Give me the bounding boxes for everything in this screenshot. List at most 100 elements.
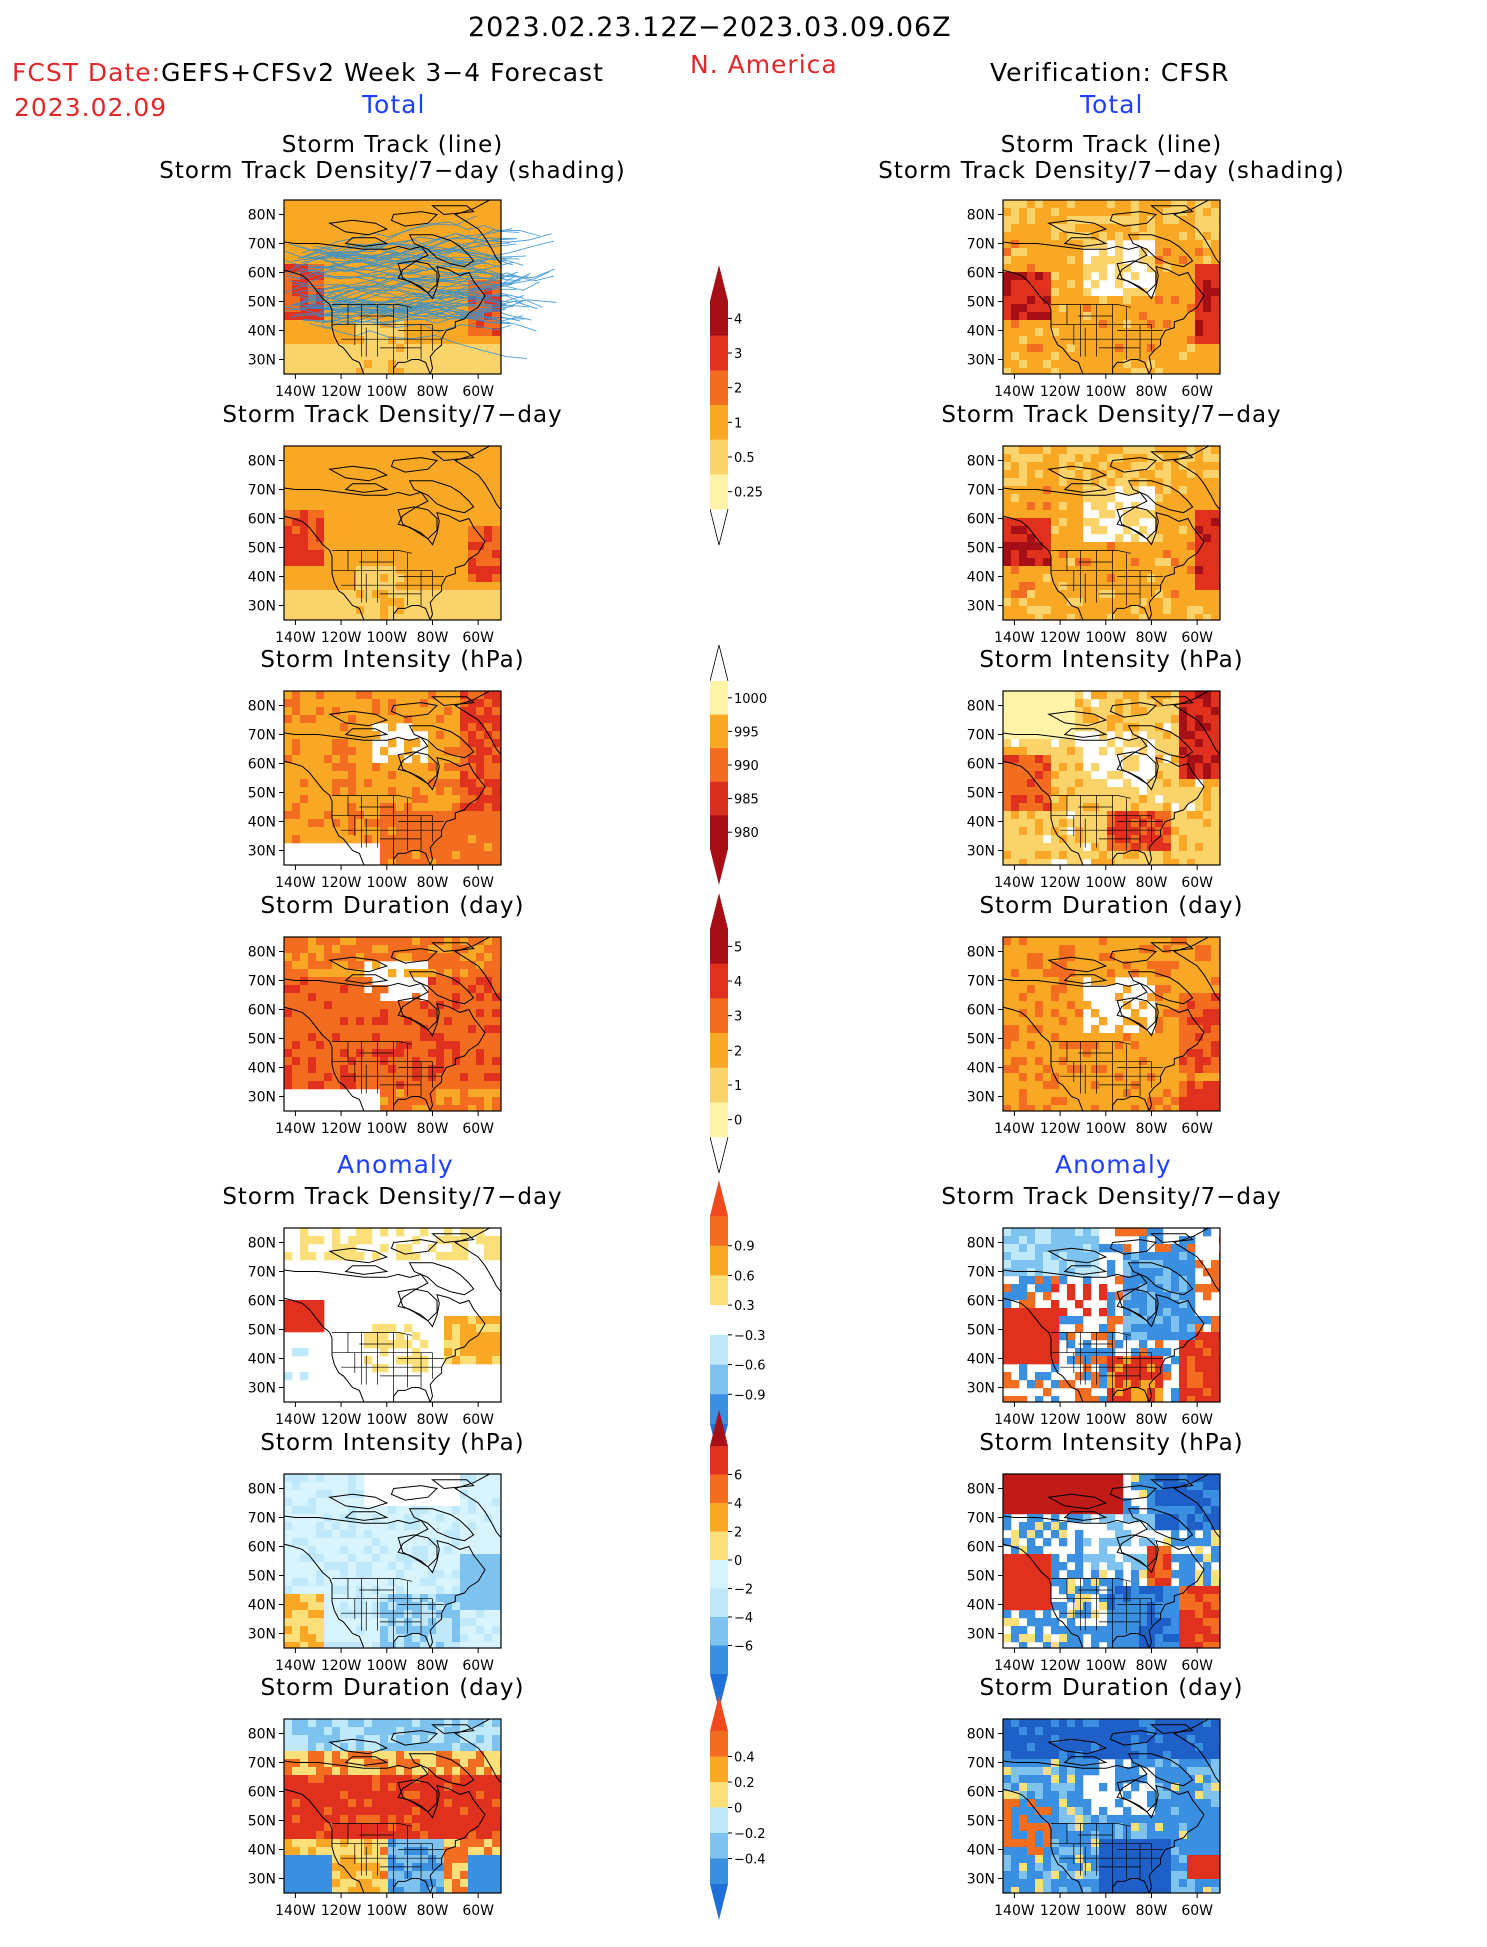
lat-tick-label: 60N	[248, 1540, 276, 1556]
lat-tick-label: 50N	[248, 1569, 276, 1585]
lat-tick-label: 50N	[248, 786, 276, 802]
colorbar-label: 0.2	[734, 1776, 755, 1791]
colorbar-segment	[710, 1102, 728, 1137]
colorbar-segment	[710, 964, 728, 999]
fcst-label: FCST Date:	[12, 58, 161, 87]
date-range-title: 2023.02.23.12Z−2023.03.09.06Z	[468, 14, 952, 41]
lat-tick-label: 70N	[248, 237, 276, 253]
colorbar-label: −4	[734, 1611, 753, 1626]
lat-tick-label: 80N	[967, 208, 995, 224]
lat-tick-label: 50N	[967, 1569, 995, 1585]
lat-tick-label: 60N	[967, 266, 995, 282]
colorbar-top-arrow	[710, 265, 728, 301]
lat-tick-label: 30N	[967, 844, 995, 860]
colorbar-label: −0.2	[734, 1827, 766, 1842]
lon-tick-label: 60W	[462, 1121, 494, 1137]
lat-tick-label: 70N	[967, 1511, 995, 1527]
colorbar-segment	[710, 1068, 728, 1103]
colorbar-segment	[710, 815, 728, 849]
lat-tick-label: 70N	[248, 728, 276, 744]
lat-tick-label: 50N	[248, 295, 276, 311]
lon-tick-label: 140W	[994, 1903, 1035, 1919]
colorbar-bottom-arrow	[710, 1884, 728, 1920]
colorbar-segment	[710, 1033, 728, 1068]
lat-tick-label: 40N	[967, 1061, 995, 1077]
lat-tick-label: 70N	[248, 1265, 276, 1281]
lat-tick-label: 30N	[248, 353, 276, 369]
colorbar-label: 0.6	[734, 1269, 755, 1284]
panel-title: Storm Intensity (hPa)	[113, 1432, 673, 1455]
colorbar-label: 985	[734, 793, 759, 808]
lat-tick-label: 70N	[967, 483, 995, 499]
colorbar-segment	[710, 1365, 728, 1395]
lon-tick-label: 80W	[1136, 1903, 1168, 1919]
panel-title: Storm Track Density/7−day	[832, 1186, 1392, 1209]
panel-subtitle: Storm Track Density/7−day (shading)	[113, 160, 673, 183]
colorbar-segment	[710, 440, 728, 475]
colorbar-segment	[710, 715, 728, 749]
colorbar-label: 4	[734, 975, 742, 990]
colorbar-label: 0	[734, 1802, 742, 1817]
lat-tick-label: 60N	[248, 512, 276, 528]
lon-tick-label: 100W	[367, 1903, 408, 1919]
lat-tick-label: 30N	[967, 1381, 995, 1397]
panel-title: Storm Intensity (hPa)	[832, 1432, 1392, 1455]
lat-tick-label: 60N	[967, 512, 995, 528]
lat-tick-label: 40N	[248, 815, 276, 831]
colorbar-segment	[710, 1275, 728, 1305]
lon-tick-label: 80W	[417, 1121, 449, 1137]
panel-title: Storm Duration (day)	[113, 895, 673, 918]
lat-tick-label: 40N	[248, 1598, 276, 1614]
colorbar-top-arrow	[710, 1410, 728, 1446]
lat-tick-label: 50N	[967, 1032, 995, 1048]
lat-tick-label: 70N	[248, 1756, 276, 1772]
colorbar-segment	[710, 301, 728, 336]
colorbar-label: 0.3	[734, 1299, 755, 1314]
colorbar-top-arrow	[710, 1180, 728, 1216]
lat-tick-label: 50N	[248, 1323, 276, 1339]
lat-tick-label: 60N	[248, 757, 276, 773]
lon-tick-label: 60W	[1181, 1121, 1213, 1137]
lat-tick-label: 30N	[248, 844, 276, 860]
colorbar-label: 0.5	[734, 451, 755, 466]
colorbar-label: 0.4	[734, 1751, 755, 1766]
lat-tick-label: 60N	[967, 757, 995, 773]
lat-tick-label: 80N	[248, 1727, 276, 1743]
lat-tick-label: 70N	[248, 974, 276, 990]
lat-tick-label: 80N	[248, 699, 276, 715]
lon-tick-label: 140W	[275, 1121, 316, 1137]
colorbar-segment	[710, 748, 728, 782]
lat-tick-label: 30N	[248, 1872, 276, 1888]
lon-tick-label: 60W	[1181, 1903, 1213, 1919]
colorbar-label: 1	[734, 416, 742, 431]
lon-tick-label: 120W	[321, 1121, 362, 1137]
colorbar-segment	[710, 681, 728, 715]
colorbar-segment	[710, 1589, 728, 1618]
colorbar-segment	[710, 1808, 728, 1834]
colorbar-top-arrow	[710, 1695, 728, 1731]
lat-tick-label: 70N	[967, 728, 995, 744]
lat-tick-label: 70N	[248, 483, 276, 499]
colorbar-svg: 0.40.20−0.2−0.4	[710, 1695, 800, 1930]
colorbar-label: 2	[734, 1044, 742, 1059]
colorbar-label: −0.3	[734, 1329, 766, 1344]
colorbar-label: 0	[734, 1554, 742, 1569]
colorbar-segment	[710, 1731, 728, 1757]
lat-tick-label: 30N	[967, 1627, 995, 1643]
colorbar-label: 1	[734, 1079, 742, 1094]
lat-tick-label: 80N	[967, 699, 995, 715]
panel-title: Storm Track Density/7−day	[832, 404, 1392, 427]
colorbar-label: 2	[734, 382, 742, 397]
lat-tick-label: 50N	[967, 295, 995, 311]
lat-tick-label: 80N	[248, 208, 276, 224]
lat-tick-label: 40N	[967, 570, 995, 586]
colorbar-label: −0.6	[734, 1359, 766, 1374]
colorbar-segment	[710, 405, 728, 440]
lat-tick-label: 40N	[967, 324, 995, 340]
colorbar-bottom-arrow	[710, 849, 728, 885]
lat-tick-label: 80N	[967, 945, 995, 961]
colorbar-segment	[710, 929, 728, 964]
